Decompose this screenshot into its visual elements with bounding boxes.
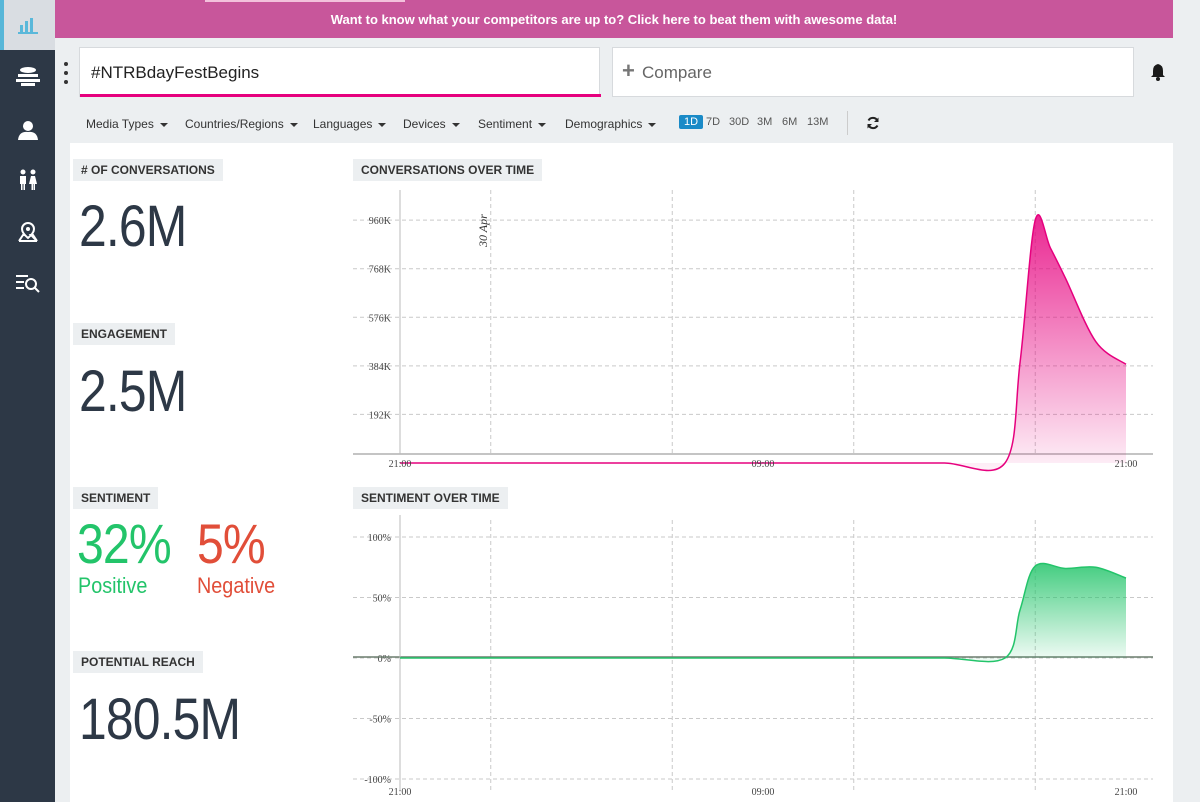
sidebar-active-bg <box>4 0 55 50</box>
sentiment-positive-label: Positive <box>78 573 148 598</box>
user-icon[interactable] <box>14 116 42 144</box>
sentiment-positive-value: 32% <box>77 512 172 575</box>
chevron-down-icon <box>159 122 168 127</box>
kebab-menu-icon[interactable] <box>62 62 70 84</box>
range-30d[interactable]: 30D <box>729 116 750 128</box>
conversations-chart-title: CONVERSATIONS OVER TIME <box>353 159 543 181</box>
sentiment-label: SENTIMENT <box>73 487 159 509</box>
sidebar <box>0 0 55 802</box>
x-tick-label: 21:00 <box>1115 459 1138 470</box>
location-icon[interactable] <box>14 218 42 246</box>
search-input[interactable]: #NTRBdayFestBegins <box>79 47 601 97</box>
toolbar-divider <box>847 111 848 135</box>
x-tick-label: 21:00 <box>389 459 412 470</box>
x-tick-label: 21:00 <box>1115 787 1138 798</box>
stack-icon[interactable] <box>14 62 42 90</box>
y-tick-label: -100% <box>364 775 391 786</box>
reach-label: POTENTIAL REACH <box>73 651 203 673</box>
filter-sentiment[interactable]: Sentiment <box>478 117 547 131</box>
x-tick-label: 21:00 <box>389 787 412 798</box>
y-tick-label: 0% <box>378 654 391 665</box>
y-tick-label: 50% <box>373 594 391 605</box>
x-tick-label: 09:00 <box>752 459 775 470</box>
filter-label: Media Types <box>86 117 154 131</box>
filter-label: Countries/Regions <box>185 117 284 131</box>
reach-value: 180.5M <box>79 687 241 752</box>
y-tick-label: 384K <box>369 362 392 373</box>
filter-devices[interactable]: Devices <box>403 117 460 131</box>
series-line <box>399 562 1127 663</box>
series-area <box>400 214 1126 471</box>
bar-chart-icon[interactable] <box>14 11 42 39</box>
y-tick-label: -50% <box>369 715 391 726</box>
y-tick-label: 100% <box>368 533 391 544</box>
refresh-icon[interactable] <box>866 116 880 130</box>
sidebar-active-indicator <box>0 0 4 50</box>
chevron-down-icon <box>538 122 547 127</box>
range-3m[interactable]: 3M <box>757 116 773 128</box>
filter-label: Demographics <box>565 117 643 131</box>
plus-icon: + <box>622 58 635 83</box>
sentiment-chart: 100%50%0%-50%-100%21:00 09:00 21:00 <box>353 515 1153 798</box>
people-icon[interactable] <box>14 166 42 194</box>
sentiment-negative-value: 5% <box>197 512 266 575</box>
series-area <box>400 563 1126 662</box>
dashboard-panel: # OF CONVERSATIONS 2.6M ENGAGEMENT 2.5M … <box>70 143 1173 802</box>
chevron-down-icon <box>451 122 460 127</box>
y-tick-label: 192K <box>369 410 392 421</box>
filter-demographics[interactable]: Demographics <box>565 117 657 131</box>
engagement-value: 2.5M <box>79 359 187 424</box>
filter-label: Languages <box>313 117 373 131</box>
sentiment-negative-label: Negative <box>197 573 276 598</box>
filter-media-types[interactable]: Media Types <box>86 117 168 131</box>
compare-input[interactable]: + Compare <box>612 47 1134 97</box>
range-7d[interactable]: 7D <box>706 116 721 128</box>
sentiment-chart-title: SENTIMENT OVER TIME <box>353 487 508 509</box>
range-6m[interactable]: 6M <box>782 116 798 128</box>
engagement-label: ENGAGEMENT <box>73 323 176 345</box>
search-query[interactable]: #NTRBdayFestBegins <box>91 63 260 82</box>
promo-banner-text[interactable]: Want to know what your competitors are u… <box>330 11 898 27</box>
series-line <box>400 214 1127 472</box>
banner-highlight <box>205 0 405 2</box>
chevron-down-icon <box>648 122 657 127</box>
filter-label: Sentiment <box>478 117 533 131</box>
conversations-chart: 960K 768K 576K 384K 192K 21:00 09:00 21:00 30 Ap… <box>353 190 1153 472</box>
chevron-down-icon <box>378 122 387 127</box>
range-13m[interactable]: 13M <box>807 116 829 128</box>
y-tick-label: 960K <box>369 216 392 227</box>
range-1d[interactable]: 1D <box>679 115 704 129</box>
filter-languages[interactable]: Languages <box>313 117 387 131</box>
date-annotation: 30 Apr <box>476 214 490 248</box>
y-tick-label: 576K <box>369 313 392 324</box>
filter-label: Devices <box>403 117 446 131</box>
compare-label[interactable]: Compare <box>642 63 712 82</box>
conversations-label: # OF CONVERSATIONS <box>73 159 223 181</box>
chevron-down-icon <box>289 122 298 127</box>
x-tick-label: 09:00 <box>752 787 775 798</box>
promo-banner[interactable]: Want to know what your competitors are u… <box>55 0 1173 38</box>
filter-countries-regions[interactable]: Countries/Regions <box>185 117 298 131</box>
y-tick-label: 768K <box>369 265 392 276</box>
bell-icon[interactable] <box>1148 62 1168 82</box>
search-underline <box>80 94 601 97</box>
search-list-icon[interactable] <box>14 269 42 297</box>
conversations-value: 2.6M <box>79 194 187 259</box>
